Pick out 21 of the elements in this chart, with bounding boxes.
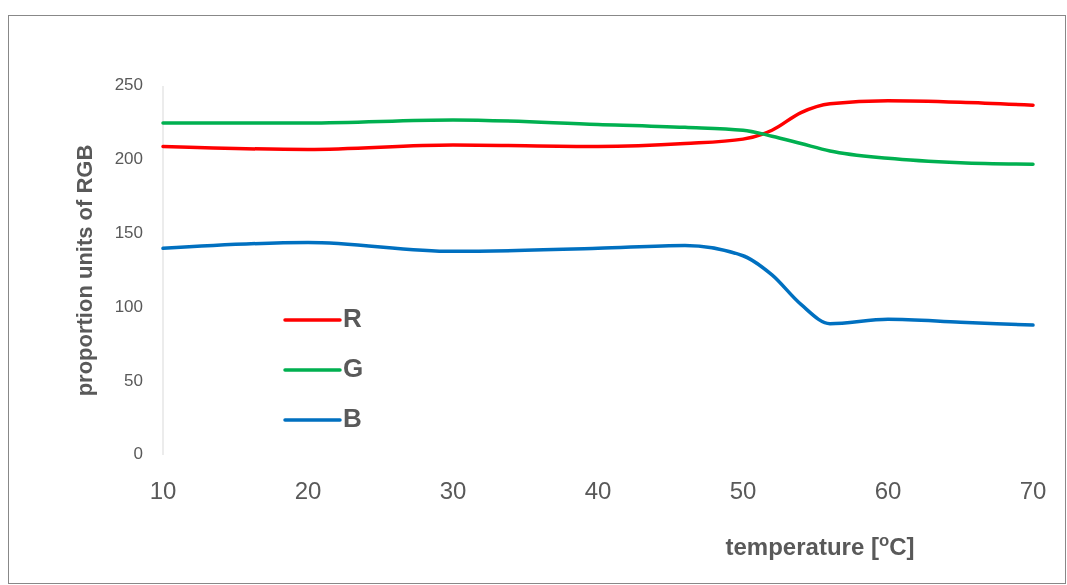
x-axis-title: temperature [$^{o}$C] (725, 530, 915, 560)
y-tick-label: 250 (114, 75, 143, 95)
y-tick-label: 150 (114, 223, 143, 243)
x-tick-label: 50 (729, 477, 757, 504)
legend-label: B (343, 402, 362, 433)
legend-label: R (343, 302, 362, 333)
x-tick-label: 20 (294, 477, 322, 504)
legend-label: G (343, 352, 364, 383)
x-tick-label: 10 (149, 477, 177, 504)
x-tick-label: 40 (584, 477, 612, 504)
y-tick-label: 200 (114, 149, 143, 169)
line-series (161, 99, 1035, 152)
line-series (161, 240, 1035, 327)
y-axis-title: proportion units of RGB (72, 144, 97, 397)
x-tick-label: 60 (874, 477, 902, 504)
x-tick-label: 30 (439, 477, 467, 504)
line-series (161, 118, 1035, 166)
y-tick-label: 100 (114, 296, 143, 316)
y-tick-label: 0 (133, 444, 143, 464)
x-tick-label: 70 (1019, 477, 1047, 504)
y-tick-label: 50 (124, 370, 143, 390)
